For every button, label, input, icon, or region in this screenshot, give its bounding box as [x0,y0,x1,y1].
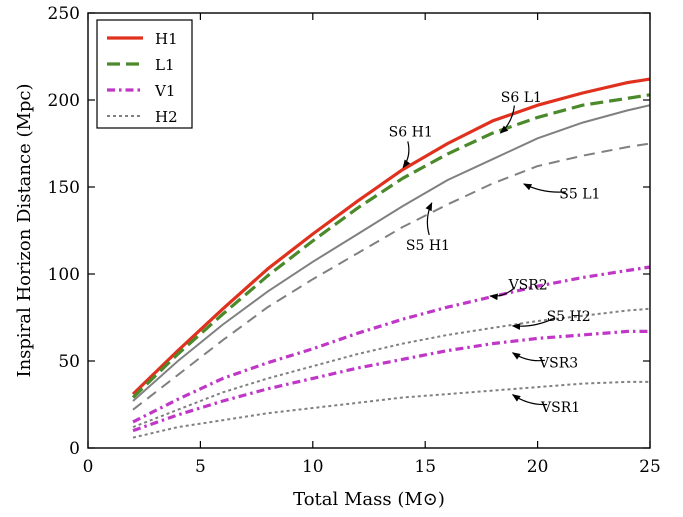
annotation-arrow [511,352,545,362]
series-line-vsr3 [132,329,650,433]
legend: H1 L1 V1 H2 [96,19,193,129]
legend-label-h2: H2 [155,108,178,126]
x-tick-label: 5 [195,457,206,477]
y-tick-label: 50 [58,352,80,372]
legend-label-h1: H1 [155,30,178,48]
annotations: S6 H1 S6 L1 S5 H1 S5 L1 VSR2 S5 H2 VSR3 VSR1 [389,90,601,416]
annotation-label: S5 H1 [406,238,450,254]
annotation-arrow [499,105,515,134]
x-tick-label: 20 [527,457,549,477]
x-axis-title: Total Mass (M⊙) [293,489,445,510]
legend-box [96,19,193,129]
series-line-s6-h1 [131,77,651,396]
y-axis-title: Inspiral Horizon Distance (Mpc) [14,83,35,377]
y-tick-label: 100 [48,265,80,285]
x-tick-label: 10 [302,457,324,477]
annotation-label: VSR3 [538,355,578,371]
annotation-label: VSR1 [540,400,580,416]
annotation-arrow [489,287,516,301]
annotation-label: S5 H2 [547,309,591,325]
plot-frame [87,12,651,449]
annotation-label: S6 L1 [501,90,542,106]
y-tick-label: 150 [48,178,80,198]
annotation-arrow [425,202,433,236]
y-tick-label: 250 [48,4,80,24]
series-line-s5-l1 [132,142,651,411]
legend-label-l1: L1 [155,56,175,74]
y-tick-label: 200 [48,91,80,111]
series-line-s5-h1 [132,104,651,402]
annotation-arrow [511,317,556,330]
annotation-label: S5 L1 [559,187,600,203]
x-tick-label: 15 [414,457,436,477]
annotation-arrow [523,183,567,193]
annotation-label: VSR2 [508,278,548,294]
annotation-arrow [511,394,548,406]
annotation-label: S6 H1 [389,125,433,141]
series-lines [131,77,651,439]
series-line-vsr2 [132,265,651,424]
series-line-vsr1 [132,380,650,439]
x-tick-label: 25 [639,457,661,477]
series-line-s6-l1 [131,93,651,399]
series-line-s5-h2 [132,307,651,429]
legend-label-v1: V1 [154,82,175,100]
y-tick-label: 0 [69,439,80,459]
annotation-arrow [402,141,411,169]
x-tick-label: 0 [83,457,94,477]
